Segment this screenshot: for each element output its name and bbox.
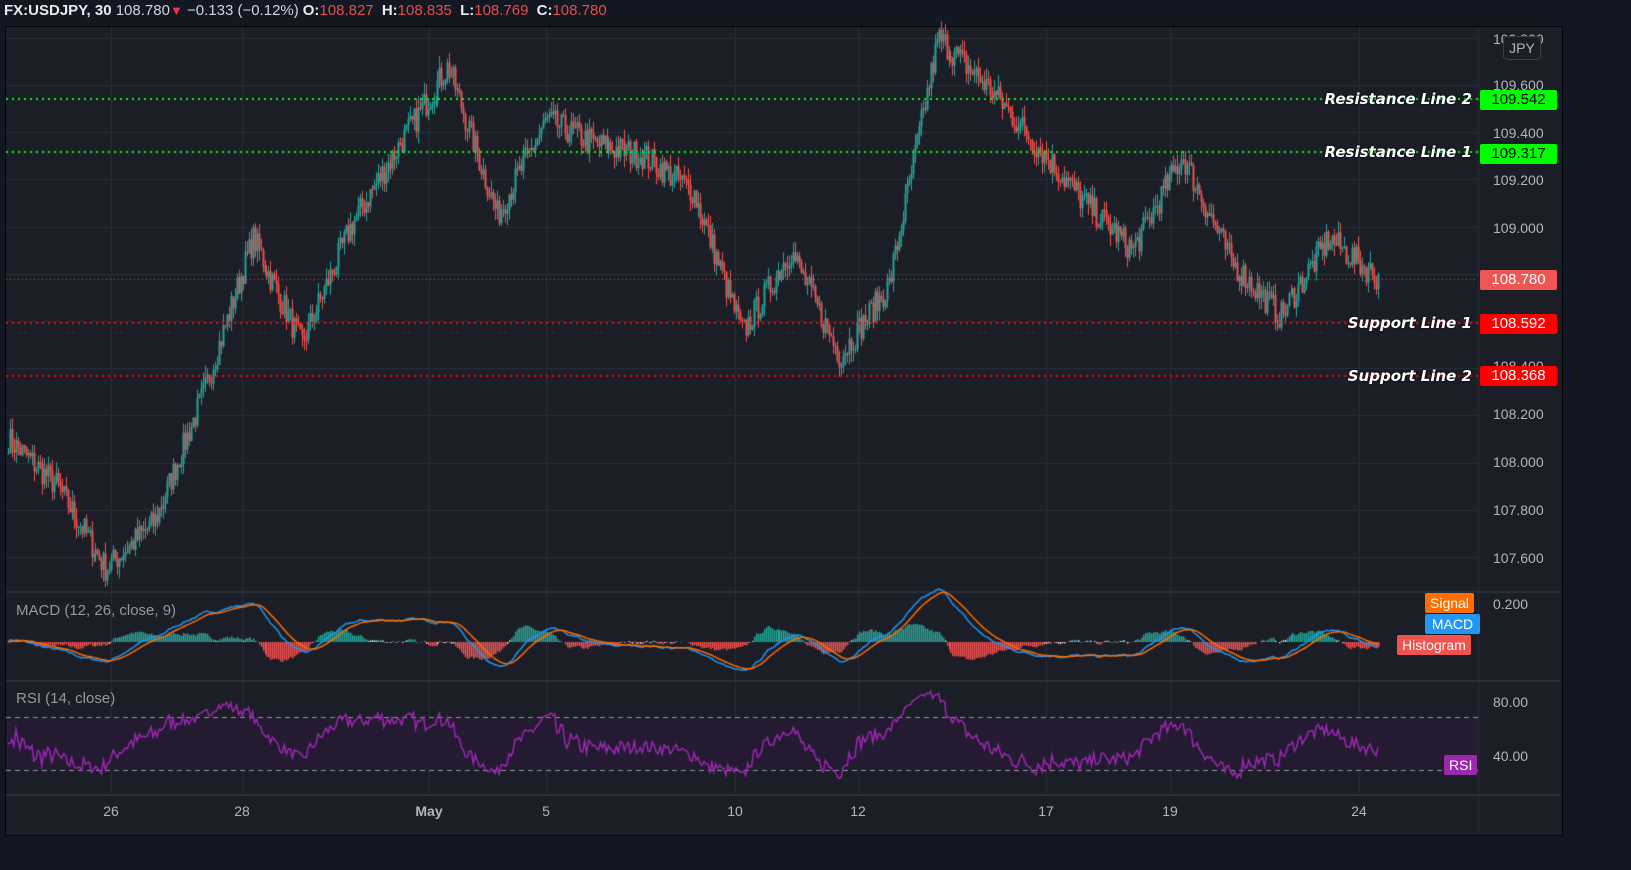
resistance-line-1-tag: 109.317: [1480, 144, 1557, 164]
time-tick: 5: [542, 803, 550, 819]
price-tick: 107.600: [1493, 550, 1544, 566]
currency-badge[interactable]: JPY: [1503, 36, 1541, 60]
support-line-1-label[interactable]: Support Line 1: [1347, 314, 1472, 332]
rsi-axis-tick: 40.00: [1493, 748, 1529, 764]
resistance-line-2-label[interactable]: Resistance Line 2: [1324, 90, 1472, 108]
price-tick: 108.000: [1493, 454, 1544, 470]
rsi-legend: RSI: [1444, 755, 1478, 775]
resistance-line-1-label[interactable]: Resistance Line 1: [1324, 143, 1472, 161]
price-tick: 109.600: [1493, 77, 1544, 93]
current-price-tag: 108.780: [1480, 270, 1557, 290]
rsi-title[interactable]: RSI (14, close): [16, 690, 116, 707]
rsi-axis-tick: 80.00: [1493, 694, 1529, 710]
macd-histogram-legend: Histogram: [1397, 635, 1471, 655]
support-line-2-tag: 108.368: [1480, 366, 1557, 386]
price-tick: 109.200: [1493, 172, 1544, 188]
time-tick: 26: [103, 803, 119, 819]
time-tick: 17: [1038, 803, 1054, 819]
macd-title[interactable]: MACD (12, 26, close, 9): [16, 602, 177, 619]
macd-signal-legend: Signal: [1425, 593, 1474, 613]
price-tick: 109.400: [1493, 125, 1544, 141]
time-tick: 12: [850, 803, 866, 819]
macd-axis-tick: 0.200: [1493, 596, 1529, 612]
macd-line-legend: MACD: [1425, 614, 1480, 634]
time-tick: 19: [1162, 803, 1178, 819]
resistance-line-2-tag: 109.542: [1480, 90, 1557, 110]
time-tick: May: [415, 803, 443, 819]
time-tick: 28: [234, 803, 250, 819]
support-line-2-label[interactable]: Support Line 2: [1347, 367, 1472, 385]
price-tick: 107.800: [1493, 502, 1544, 518]
support-line-1-tag: 108.592: [1480, 314, 1557, 334]
price-tick: 108.200: [1493, 406, 1544, 422]
price-tick: 109.000: [1493, 220, 1544, 236]
time-tick: 24: [1351, 803, 1367, 819]
time-tick: 10: [727, 803, 743, 819]
